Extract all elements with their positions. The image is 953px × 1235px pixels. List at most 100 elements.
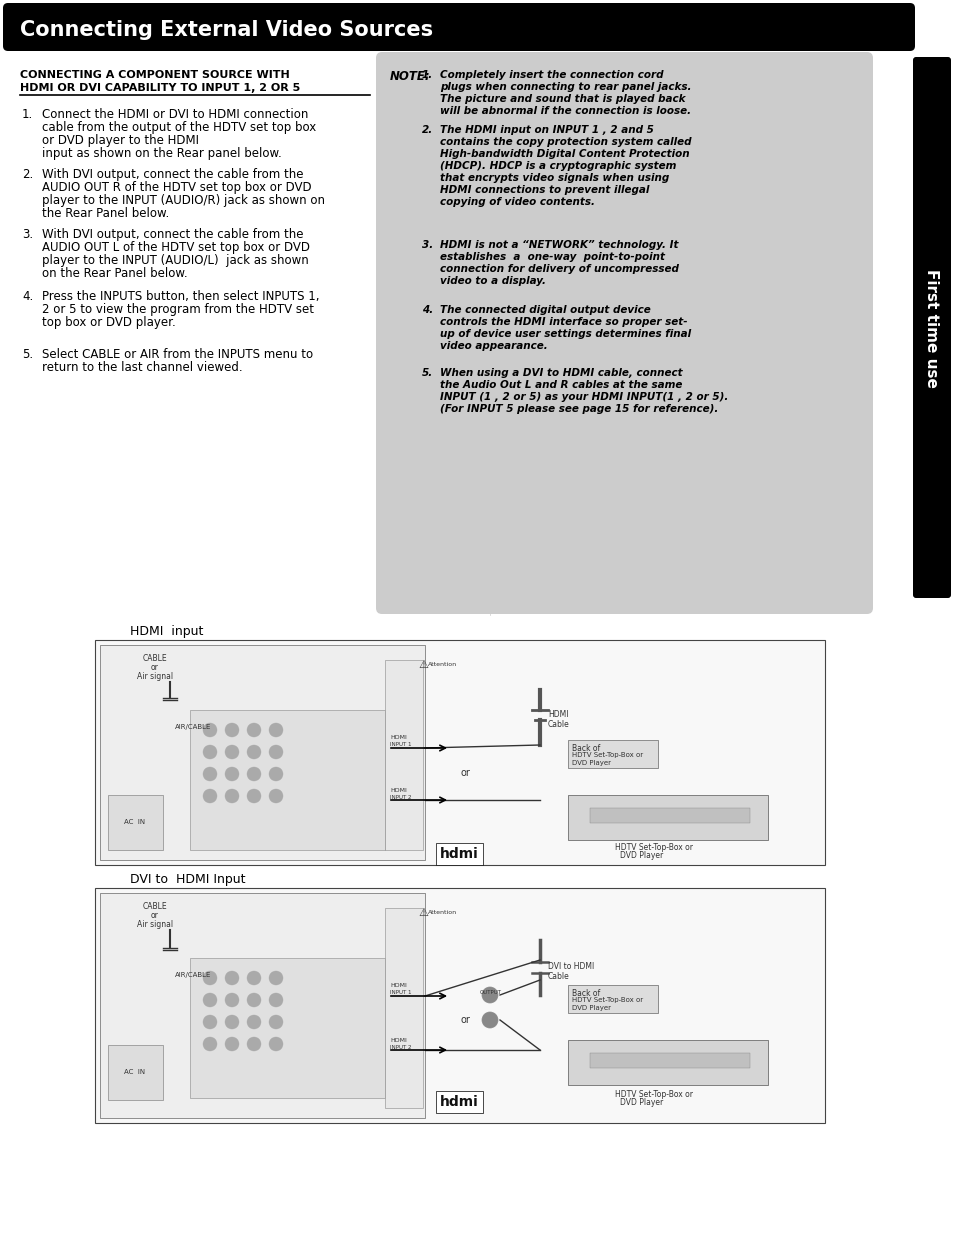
Bar bbox=[100, 893, 424, 1118]
Text: controls the HDMI interface so proper set-: controls the HDMI interface so proper se… bbox=[439, 317, 687, 327]
Text: on the Rear Panel below.: on the Rear Panel below. bbox=[42, 267, 188, 280]
Text: 2 or 5 to view the program from the HDTV set: 2 or 5 to view the program from the HDTV… bbox=[42, 303, 314, 316]
Text: top box or DVD player.: top box or DVD player. bbox=[42, 316, 175, 329]
Text: OUTPUT: OUTPUT bbox=[479, 990, 501, 995]
Text: video appearance.: video appearance. bbox=[439, 341, 547, 351]
Text: Connect the HDMI or DVI to HDMI connection: Connect the HDMI or DVI to HDMI connecti… bbox=[42, 107, 308, 121]
Circle shape bbox=[203, 971, 216, 986]
Circle shape bbox=[225, 745, 239, 760]
Text: INPUT 1: INPUT 1 bbox=[390, 990, 411, 995]
Bar bbox=[385, 659, 422, 850]
Text: DVI to  HDMI Input: DVI to HDMI Input bbox=[130, 873, 245, 885]
Bar bbox=[567, 1040, 767, 1086]
Text: 3.: 3. bbox=[22, 228, 33, 241]
Text: (HDCP). HDCP is a cryptographic system: (HDCP). HDCP is a cryptographic system bbox=[439, 161, 676, 170]
Text: AC  IN: AC IN bbox=[124, 819, 146, 825]
Circle shape bbox=[269, 1015, 283, 1029]
Text: the Audio Out L and R cables at the same: the Audio Out L and R cables at the same bbox=[439, 380, 681, 390]
Text: 4.: 4. bbox=[421, 305, 433, 315]
Text: or: or bbox=[459, 768, 470, 778]
Circle shape bbox=[247, 767, 261, 781]
Text: plugs when connecting to rear panel jacks.: plugs when connecting to rear panel jack… bbox=[439, 82, 691, 91]
Circle shape bbox=[203, 1037, 216, 1051]
Text: the Rear Panel below.: the Rear Panel below. bbox=[42, 207, 169, 220]
Text: HDTV Set-Top-Box or: HDTV Set-Top-Box or bbox=[615, 1091, 692, 1099]
Text: 5.: 5. bbox=[421, 368, 433, 378]
Bar bbox=[385, 908, 422, 1108]
Text: DVD Player: DVD Player bbox=[619, 851, 662, 860]
Text: player to the INPUT (AUDIO/R) jack as shown on: player to the INPUT (AUDIO/R) jack as sh… bbox=[42, 194, 325, 207]
Text: Attention: Attention bbox=[428, 662, 456, 667]
Bar bbox=[95, 888, 824, 1123]
Text: player to the INPUT (AUDIO/L)  jack as shown: player to the INPUT (AUDIO/L) jack as sh… bbox=[42, 254, 309, 267]
Text: will be abnormal if the connection is loose.: will be abnormal if the connection is lo… bbox=[439, 106, 690, 116]
Text: DVD Player: DVD Player bbox=[572, 760, 610, 766]
Text: HDMI is not a “NETWORK” technology. It: HDMI is not a “NETWORK” technology. It bbox=[439, 240, 678, 249]
Text: With DVI output, connect the cable from the: With DVI output, connect the cable from … bbox=[42, 228, 303, 241]
Bar bbox=[108, 795, 163, 850]
Text: HDTV Set-Top-Box or: HDTV Set-Top-Box or bbox=[572, 997, 642, 1003]
Text: return to the last channel viewed.: return to the last channel viewed. bbox=[42, 361, 242, 374]
Circle shape bbox=[203, 789, 216, 803]
Circle shape bbox=[203, 993, 216, 1007]
Text: DVD Player: DVD Player bbox=[619, 1098, 662, 1107]
Circle shape bbox=[247, 745, 261, 760]
Text: AIR/CABLE: AIR/CABLE bbox=[174, 972, 212, 978]
Bar bbox=[589, 1053, 749, 1068]
Text: up of device user settings determines final: up of device user settings determines fi… bbox=[439, 329, 690, 338]
Text: Air signal: Air signal bbox=[137, 672, 172, 680]
Bar bbox=[190, 710, 385, 850]
Text: Connecting External Video Sources: Connecting External Video Sources bbox=[20, 20, 433, 40]
Text: HDTV Set-Top-Box or: HDTV Set-Top-Box or bbox=[615, 844, 692, 852]
Circle shape bbox=[225, 1037, 239, 1051]
Circle shape bbox=[269, 789, 283, 803]
Text: DVD Player: DVD Player bbox=[572, 1005, 610, 1011]
Text: CABLE: CABLE bbox=[143, 655, 167, 663]
Text: INPUT 2: INPUT 2 bbox=[390, 795, 411, 800]
Text: input as shown on the Rear panel below.: input as shown on the Rear panel below. bbox=[42, 147, 281, 161]
Bar bbox=[95, 640, 824, 864]
Circle shape bbox=[269, 971, 283, 986]
Text: When using a DVI to HDMI cable, connect: When using a DVI to HDMI cable, connect bbox=[439, 368, 682, 378]
FancyBboxPatch shape bbox=[3, 2, 914, 51]
Circle shape bbox=[247, 971, 261, 986]
Circle shape bbox=[247, 1015, 261, 1029]
Text: 2.: 2. bbox=[421, 125, 433, 135]
Text: Completely insert the connection cord: Completely insert the connection cord bbox=[439, 70, 662, 80]
Text: or DVD player to the HDMI: or DVD player to the HDMI bbox=[42, 135, 199, 147]
Circle shape bbox=[203, 745, 216, 760]
Text: CABLE: CABLE bbox=[143, 902, 167, 911]
Bar bbox=[589, 808, 749, 823]
Text: or: or bbox=[151, 663, 159, 672]
Text: (For INPUT 5 please see page 15 for reference).: (For INPUT 5 please see page 15 for refe… bbox=[439, 404, 718, 414]
Text: HDMI: HDMI bbox=[390, 735, 406, 740]
Text: INPUT (1 , 2 or 5) as your HDMI INPUT(1 , 2 or 5).: INPUT (1 , 2 or 5) as your HDMI INPUT(1 … bbox=[439, 391, 727, 403]
Text: Press the INPUTS button, then select INPUTS 1,: Press the INPUTS button, then select INP… bbox=[42, 290, 319, 303]
Text: 2.: 2. bbox=[22, 168, 33, 182]
Bar bbox=[190, 958, 385, 1098]
Text: The connected digital output device: The connected digital output device bbox=[439, 305, 650, 315]
Text: Attention: Attention bbox=[428, 910, 456, 915]
Text: hdmi: hdmi bbox=[439, 847, 478, 861]
FancyBboxPatch shape bbox=[912, 57, 950, 598]
Circle shape bbox=[225, 767, 239, 781]
Text: hdmi: hdmi bbox=[439, 1095, 478, 1109]
Text: or: or bbox=[459, 1015, 470, 1025]
Bar bbox=[100, 645, 424, 860]
Bar bbox=[108, 1045, 163, 1100]
Text: Back of: Back of bbox=[572, 989, 599, 998]
Text: HDMI: HDMI bbox=[390, 1037, 406, 1044]
Text: The HDMI input on INPUT 1 , 2 and 5: The HDMI input on INPUT 1 , 2 and 5 bbox=[439, 125, 653, 135]
Circle shape bbox=[269, 767, 283, 781]
Circle shape bbox=[225, 789, 239, 803]
Text: HDMI  input: HDMI input bbox=[130, 625, 203, 638]
Circle shape bbox=[225, 993, 239, 1007]
Circle shape bbox=[269, 722, 283, 737]
Text: video to a display.: video to a display. bbox=[439, 275, 545, 287]
Circle shape bbox=[269, 993, 283, 1007]
Circle shape bbox=[225, 1015, 239, 1029]
Text: First time use: First time use bbox=[923, 268, 939, 388]
Text: ⚠: ⚠ bbox=[417, 659, 428, 671]
Circle shape bbox=[203, 767, 216, 781]
Circle shape bbox=[247, 789, 261, 803]
